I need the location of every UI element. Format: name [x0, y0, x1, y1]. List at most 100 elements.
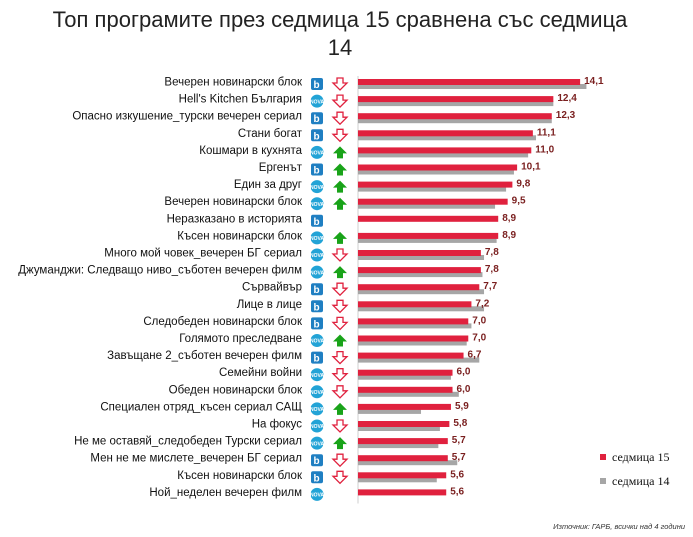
- bar-week-14: [358, 203, 496, 209]
- data-label: 8,9: [502, 213, 516, 224]
- bar-week-15: [358, 284, 480, 291]
- data-label: 12,4: [557, 93, 577, 104]
- arrow-down-icon: [331, 316, 349, 331]
- category-label: Семейни войни: [219, 367, 302, 379]
- bar-week-15: [358, 215, 499, 222]
- nova-logo-icon: NOVA: [310, 339, 324, 345]
- data-label: 10,1: [521, 162, 541, 173]
- nova-logo-icon: [310, 197, 324, 211]
- bar-week-15: [358, 489, 447, 496]
- nova-logo-icon: [310, 180, 324, 194]
- nova-logo-icon: [310, 94, 324, 108]
- bar-week-15: [358, 301, 472, 308]
- data-label: 7,8: [485, 264, 499, 275]
- btv-logo-icon: b: [314, 354, 320, 365]
- bar-week-15: [358, 352, 464, 359]
- btv-logo-icon: b: [314, 319, 320, 330]
- data-label: 5,7: [452, 452, 466, 463]
- btv-logo-icon: [311, 129, 323, 142]
- bar-week-15: [358, 438, 448, 445]
- legend-label-week-14: седмица 14: [612, 474, 670, 488]
- btv-logo-icon: [311, 163, 323, 176]
- bar-week-15: [358, 79, 581, 85]
- arrow-down-icon: [331, 368, 349, 382]
- data-label: 5,8: [453, 418, 467, 429]
- nova-logo-icon: [310, 402, 324, 416]
- bar-week-14: [358, 408, 422, 414]
- nova-logo-icon: NOVA: [310, 493, 324, 499]
- category-label: Не ме оставяй_следобеден Турски сериал: [74, 436, 302, 448]
- category-label: Ной_неделен вечерен филм: [149, 487, 302, 499]
- data-label: 7,2: [475, 298, 489, 309]
- arrow-up-icon: [333, 163, 347, 176]
- nova-logo-icon: [310, 436, 324, 450]
- btv-logo-icon: b: [314, 114, 320, 125]
- btv-logo-icon: b: [314, 285, 320, 296]
- arrow-up-icon: [333, 231, 347, 244]
- arrow-down-icon: [331, 111, 349, 126]
- category-label: Следобеден новинарски блок: [143, 316, 303, 328]
- data-label: 12,3: [556, 110, 576, 121]
- bar-week-14: [358, 101, 554, 107]
- legend-marker-week-14: [600, 478, 606, 484]
- category-label: Късен новинарски блок: [177, 230, 303, 242]
- bar-week-14: [358, 152, 529, 158]
- data-label: 7,7: [483, 281, 497, 292]
- arrow-down-icon: [331, 350, 349, 365]
- chart-title: Топ програмите през седмица 15 сравнена …: [52, 7, 628, 60]
- bar-week-14: [358, 135, 537, 141]
- data-label: 6,0: [457, 384, 471, 395]
- nova-logo-icon: NOVA: [310, 253, 324, 259]
- arrow-down-icon: [331, 282, 349, 297]
- data-label: 7,0: [472, 315, 486, 326]
- bar-week-15: [358, 472, 447, 479]
- category-label: Ергенът: [259, 162, 303, 174]
- arrow-down-icon: [331, 94, 349, 109]
- nova-logo-icon: NOVA: [310, 151, 324, 157]
- category-label: Късен новинарски блок: [177, 470, 303, 482]
- data-label: 9,8: [516, 179, 530, 190]
- bar-week-15: [358, 147, 532, 154]
- data-label: 6,7: [468, 350, 482, 361]
- category-label: Сървайвър: [242, 282, 302, 294]
- nova-logo-icon: NOVA: [310, 407, 324, 413]
- btv-logo-icon: b: [314, 302, 320, 313]
- nova-logo-icon: NOVA: [310, 424, 324, 430]
- btv-logo-icon: b: [314, 456, 320, 467]
- nova-logo-icon: [310, 385, 324, 399]
- bar-week-15: [358, 232, 499, 239]
- btv-logo-icon: [311, 454, 323, 467]
- arrow-down-icon: [331, 470, 349, 485]
- nova-logo-icon: [310, 248, 324, 262]
- bar-week-15: [358, 386, 453, 393]
- nova-logo-icon: [310, 145, 324, 159]
- bar-week-15: [358, 421, 450, 427]
- bar-week-15: [358, 369, 453, 376]
- bar-week-14: [358, 357, 480, 363]
- category-label: Лице в лице: [237, 299, 302, 311]
- bar-week-14: [358, 289, 485, 295]
- bar-week-15: [358, 403, 451, 410]
- category-label: Опасно изкушение_турски вечерен сериал: [72, 111, 302, 123]
- data-label: 5,6: [450, 486, 464, 497]
- bar-week-14: [358, 237, 497, 243]
- bar-week-14: [358, 306, 485, 312]
- arrow-up-icon: [333, 402, 347, 415]
- bar-week-14: [358, 426, 440, 431]
- category-label: Обеден новинарски блок: [169, 384, 303, 396]
- arrow-down-icon: [331, 299, 349, 314]
- nova-logo-icon: NOVA: [310, 202, 324, 208]
- legend-label-week-15: седмица 15: [612, 450, 670, 464]
- arrow-down-icon: [331, 77, 349, 91]
- btv-logo-icon: b: [314, 131, 320, 142]
- category-label: Вечерен новинарски блок: [164, 196, 303, 208]
- category-label: Вечерен новинарски блок: [164, 77, 303, 89]
- data-label: 9,5: [512, 196, 526, 207]
- nova-logo-icon: NOVA: [310, 185, 324, 191]
- nova-logo-icon: NOVA: [310, 390, 324, 396]
- arrow-up-icon: [333, 437, 347, 450]
- btv-logo-icon: [311, 351, 323, 364]
- bar-week-14: [358, 118, 552, 124]
- bar-week-14: [358, 340, 467, 346]
